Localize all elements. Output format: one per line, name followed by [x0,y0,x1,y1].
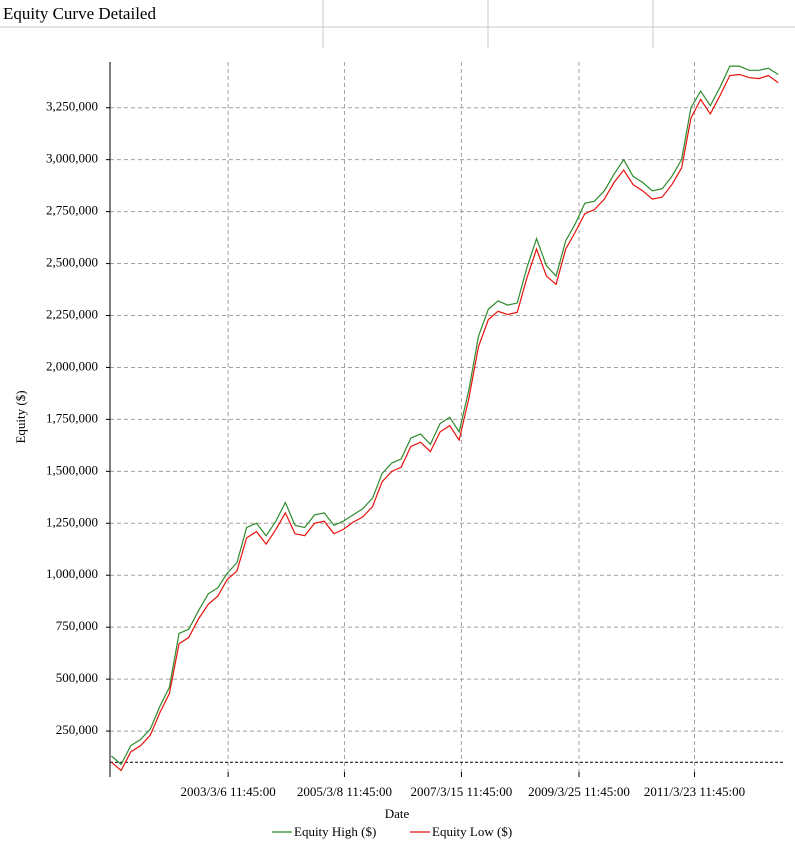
y-tick-label: 250,000 [56,722,98,737]
x-tick-label: 2011/3/23 11:45:00 [644,784,745,799]
y-axis-label: Equity ($) [13,390,28,443]
y-tick-label: 500,000 [56,670,98,685]
y-tick-label: 3,250,000 [46,99,98,114]
y-tick-label: 1,000,000 [46,566,98,581]
series-line [111,65,779,766]
x-tick-label: 2005/3/8 11:45:00 [297,784,392,799]
y-tick-label: 2,250,000 [46,306,98,321]
y-tick-label: 2,750,000 [46,203,98,218]
legend-label: Equity Low ($) [432,824,512,839]
chart-title: Equity Curve Detailed [3,4,156,23]
y-tick-label: 2,500,000 [46,255,98,270]
legend-label: Equity High ($) [294,824,376,839]
series-line [111,73,779,772]
x-axis-label: Date [385,806,410,821]
y-tick-label: 750,000 [56,618,98,633]
y-tick-label: 1,250,000 [46,514,98,529]
y-tick-label: 1,750,000 [46,410,98,425]
y-tick-label: 2,000,000 [46,358,98,373]
x-tick-label: 2007/3/15 11:45:00 [411,784,513,799]
title-bar [0,0,795,27]
y-tick-label: 1,500,000 [46,462,98,477]
y-tick-label: 3,000,000 [46,151,98,166]
x-tick-label: 2009/3/25 11:45:00 [528,784,630,799]
x-tick-label: 2003/3/6 11:45:00 [181,784,276,799]
